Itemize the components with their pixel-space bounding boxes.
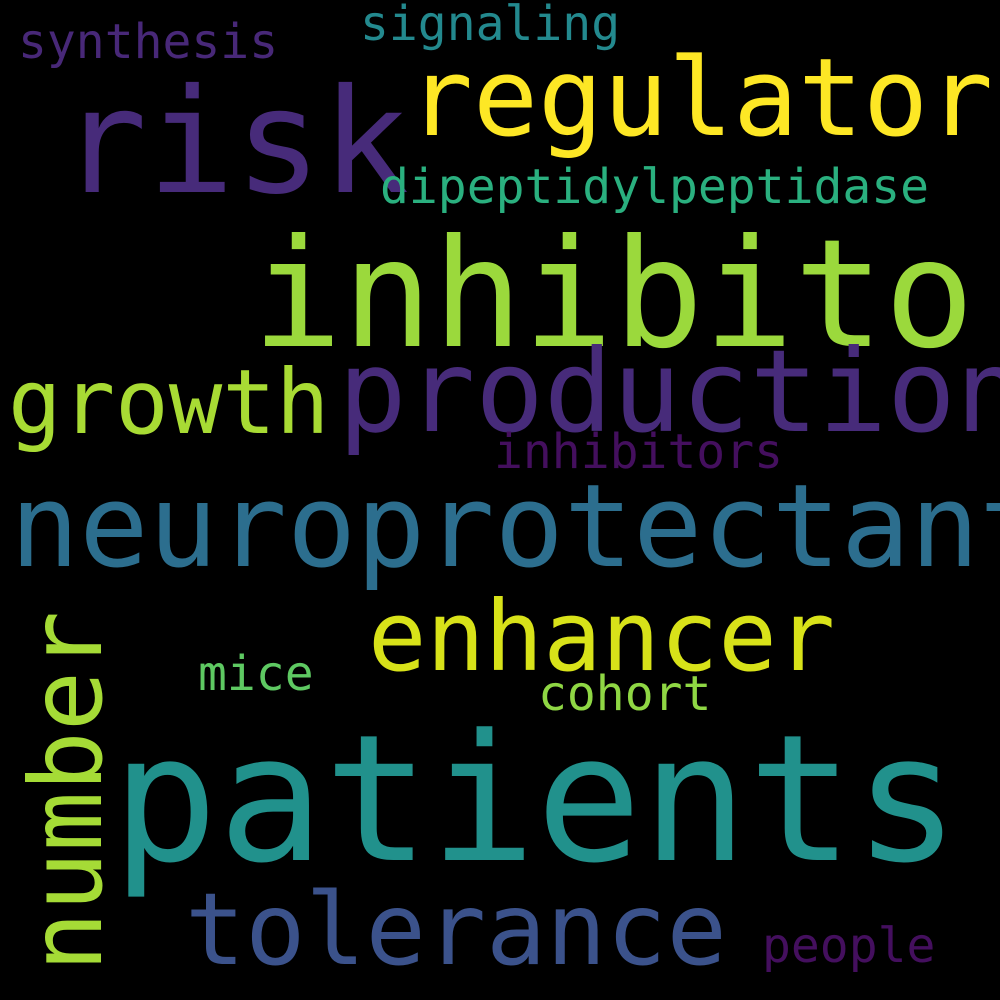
word-mice: mice — [198, 646, 314, 702]
word-patients: patients — [112, 697, 960, 902]
word-risk: risk — [60, 58, 410, 227]
word-dipeptidylpeptidase: dipeptidylpeptidase — [380, 159, 930, 215]
word-inhibitors: inhibitors — [494, 424, 783, 480]
word-enhancer: enhancer — [368, 580, 836, 693]
word-neuroprotectant: neuroprotectant — [10, 460, 1000, 594]
word-regulator: regulator — [408, 36, 994, 161]
word-synthesis: synthesis — [18, 14, 279, 70]
word-growth: growth — [8, 350, 330, 454]
word-inhibitor: inhibitor — [252, 208, 1000, 382]
word-tolerance: tolerance — [185, 871, 727, 988]
word-production: production — [338, 325, 1000, 458]
word-cohort: cohort — [538, 666, 712, 722]
word-people: people — [762, 918, 936, 974]
word-number: number — [8, 610, 125, 972]
word-signaling: signaling — [360, 0, 621, 52]
